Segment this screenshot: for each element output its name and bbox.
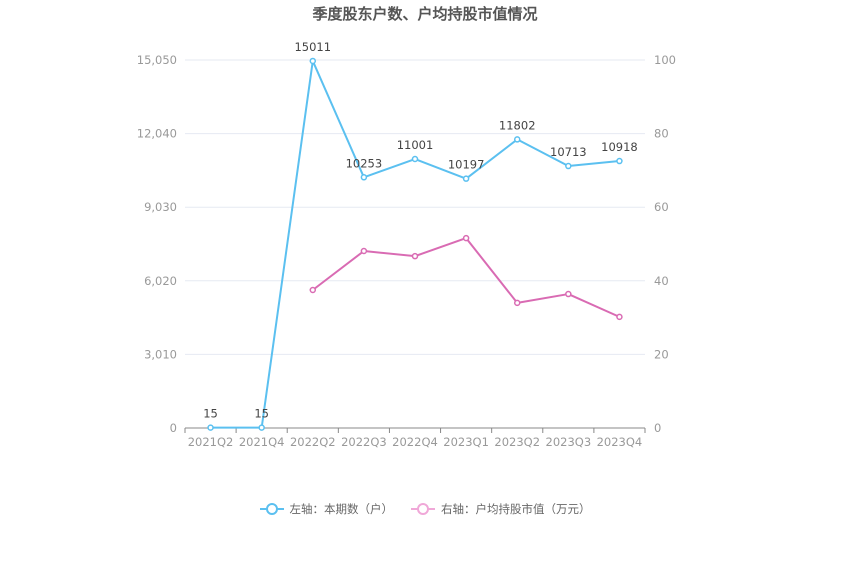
data-label: 15011 bbox=[294, 40, 331, 54]
data-point[interactable] bbox=[513, 136, 521, 143]
data-label: 10918 bbox=[601, 140, 638, 154]
legend-item-left-axis[interactable]: 左轴：本期数（户） bbox=[259, 501, 394, 517]
x-axis-label: 2021Q4 bbox=[239, 435, 285, 449]
data-label: 10713 bbox=[550, 145, 587, 159]
right-axis-tick: 0 bbox=[654, 421, 661, 435]
data-label: 11802 bbox=[499, 118, 536, 132]
x-axis-label: 2023Q4 bbox=[597, 435, 643, 449]
right-axis-tick: 20 bbox=[654, 347, 669, 361]
left-axis-tick: 3,010 bbox=[144, 347, 177, 361]
data-label: 10197 bbox=[448, 158, 485, 172]
right-axis-tick: 60 bbox=[654, 200, 669, 214]
data-point[interactable] bbox=[360, 247, 368, 255]
series-line bbox=[312, 237, 620, 318]
legend: 左轴：本期数（户） 右轴：户均持股市值（万元） bbox=[0, 501, 850, 517]
left-axis-tick: 15,050 bbox=[137, 53, 177, 67]
data-point[interactable] bbox=[616, 157, 623, 165]
legend-item-right-axis[interactable]: 右轴：户均持股市值（万元） bbox=[411, 501, 591, 517]
data-point[interactable] bbox=[411, 252, 419, 260]
x-axis-label: 2022Q2 bbox=[290, 435, 336, 449]
data-point[interactable] bbox=[360, 174, 368, 181]
x-axis-label: 2023Q3 bbox=[546, 435, 592, 449]
data-label: 15 bbox=[203, 407, 218, 421]
legend-label: 右轴：户均持股市值（万元） bbox=[441, 502, 591, 516]
data-point[interactable] bbox=[462, 175, 470, 182]
data-point[interactable] bbox=[309, 286, 317, 294]
left-axis-tick: 12,040 bbox=[137, 127, 177, 141]
legend-marker-icon bbox=[259, 503, 284, 515]
x-axis-label: 2021Q2 bbox=[188, 435, 234, 449]
data-point[interactable] bbox=[565, 290, 572, 298]
data-point[interactable] bbox=[462, 234, 470, 242]
data-label: 11001 bbox=[397, 138, 434, 152]
right-axis-tick: 100 bbox=[654, 53, 676, 67]
right-axis-tick: 80 bbox=[654, 127, 669, 141]
data-point[interactable] bbox=[207, 424, 214, 431]
left-axis-tick: 6,020 bbox=[144, 274, 177, 288]
data-label: 15 bbox=[254, 407, 269, 421]
data-point[interactable] bbox=[258, 424, 265, 431]
x-axis-label: 2022Q3 bbox=[341, 435, 387, 449]
x-axis-label: 2023Q1 bbox=[443, 435, 489, 449]
left-axis-tick: 9,030 bbox=[144, 200, 177, 214]
data-point[interactable] bbox=[565, 162, 572, 170]
series-line bbox=[210, 59, 620, 429]
data-point[interactable] bbox=[616, 313, 623, 321]
x-axis-label: 2023Q2 bbox=[494, 435, 540, 449]
legend-label: 左轴：本期数（户） bbox=[289, 502, 394, 516]
data-label: 10253 bbox=[346, 156, 383, 170]
right-axis-tick: 40 bbox=[654, 274, 669, 288]
data-point[interactable] bbox=[309, 57, 317, 65]
x-axis-label: 2022Q4 bbox=[392, 435, 438, 449]
left-axis-tick: 0 bbox=[170, 421, 177, 435]
chart-title: 季度股东户数、户均持股市值情况 bbox=[312, 5, 538, 23]
data-point[interactable] bbox=[411, 155, 419, 163]
data-point[interactable] bbox=[513, 299, 521, 307]
legend-marker-icon bbox=[411, 503, 435, 515]
